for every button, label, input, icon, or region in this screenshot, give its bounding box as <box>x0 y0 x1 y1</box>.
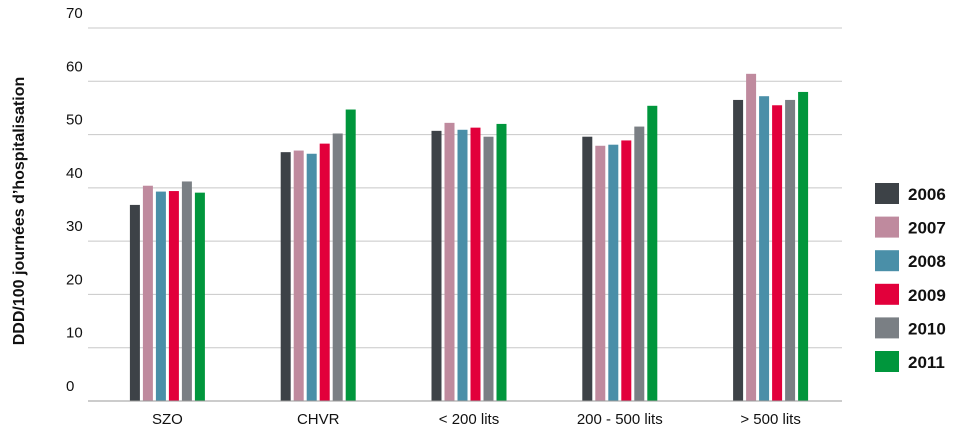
legend-swatch-2009 <box>875 283 899 305</box>
bar-2010 <box>332 133 343 401</box>
x-tick-label: 200 - 500 lits <box>577 411 663 428</box>
bar-2009 <box>621 140 632 401</box>
y-tick-label: 50 <box>66 112 83 129</box>
bar-2011 <box>496 123 507 402</box>
bar-2007 <box>142 185 153 401</box>
legend-swatch-2011 <box>875 351 899 372</box>
legend-label: 2007 <box>908 219 946 238</box>
bar-2011 <box>345 109 356 401</box>
bar-2008 <box>306 153 317 401</box>
legend-label: 2008 <box>908 252 946 271</box>
bar-2010 <box>634 126 645 401</box>
legend: 2006 2007 2008 2009 2010 2011 <box>875 183 946 372</box>
bar-2009 <box>168 191 179 401</box>
y-tick-label: 30 <box>66 218 83 235</box>
bar-2007 <box>746 73 757 401</box>
bar-2011 <box>194 192 205 401</box>
legend-swatch-2007 <box>875 216 899 238</box>
y-axis-label: DDD/100 journées d’hospitalisation <box>11 77 28 346</box>
legend-swatch-2010 <box>875 317 899 339</box>
x-tick-label: CHVR <box>297 411 340 428</box>
bar-2008 <box>608 144 619 401</box>
bar-2008 <box>155 191 166 401</box>
bar-2008 <box>457 129 468 402</box>
y-tick-label: 20 <box>66 271 83 288</box>
bar-2008 <box>759 96 770 401</box>
bar-2009 <box>470 127 481 401</box>
bar-2006 <box>431 130 442 401</box>
y-tick-label: 40 <box>66 165 83 182</box>
y-tick-label: 0 <box>66 378 74 395</box>
bar-2006 <box>733 99 744 401</box>
x-axis-ticks: SZO CHVR < 200 lits 200 - 500 lits > 500 lit… <box>152 411 801 428</box>
legend-label: 2010 <box>908 319 946 338</box>
x-tick-label: > 500 lits <box>740 411 800 428</box>
legend-swatch-2008 <box>875 250 899 272</box>
x-tick-label: < 200 lits <box>439 411 499 428</box>
y-axis-ticks: 0 10 20 30 40 50 60 70 <box>66 5 83 395</box>
legend-label: 2006 <box>908 185 946 204</box>
legend-swatch-2006 <box>875 183 899 204</box>
y-tick-label: 60 <box>66 58 83 75</box>
bar-2011 <box>798 91 809 401</box>
bar-2009 <box>319 143 330 401</box>
y-tick-label: 10 <box>66 325 83 342</box>
bar-2009 <box>772 105 783 401</box>
bar-2006 <box>582 136 593 401</box>
bar-2010 <box>483 136 494 401</box>
bars <box>129 73 809 402</box>
bar-2011 <box>647 105 658 401</box>
bar-2010 <box>181 181 192 401</box>
bar-2010 <box>785 99 796 401</box>
legend-label: 2011 <box>908 353 945 372</box>
legend-label: 2009 <box>908 286 946 305</box>
bar-2007 <box>444 122 455 401</box>
bar-2007 <box>293 150 304 401</box>
bar-2006 <box>129 204 140 401</box>
bar-2007 <box>595 145 606 401</box>
bar-2006 <box>280 152 291 401</box>
x-tick-label: SZO <box>152 411 183 428</box>
y-tick-label: 70 <box>66 5 83 22</box>
